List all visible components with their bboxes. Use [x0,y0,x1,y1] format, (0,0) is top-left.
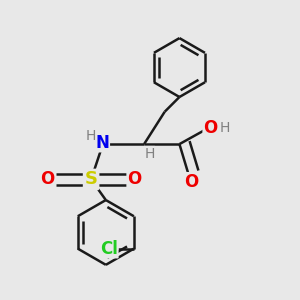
Text: O: O [40,170,55,188]
Text: S: S [85,170,98,188]
Text: H: H [144,146,154,161]
Text: N: N [95,134,109,152]
Text: Cl: Cl [100,240,118,258]
Text: H: H [220,121,230,135]
Text: H: H [85,129,96,143]
Text: O: O [128,170,142,188]
Text: O: O [203,119,218,137]
Text: O: O [184,173,198,191]
